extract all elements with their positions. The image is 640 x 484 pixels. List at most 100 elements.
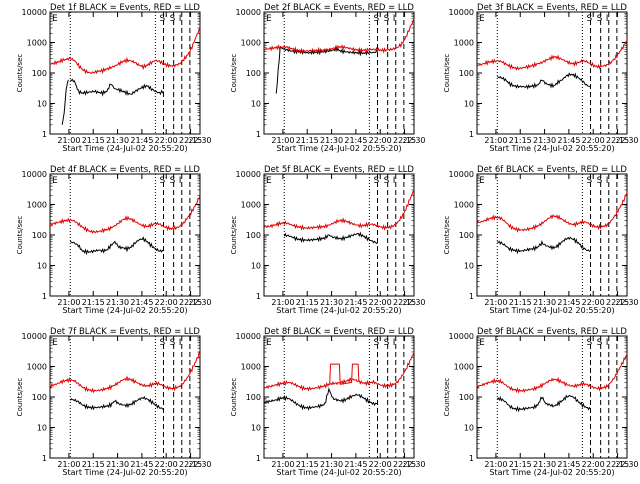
plot-title: Det 3f BLACK = Events, RED = LLD bbox=[477, 3, 627, 13]
x-tick-label: 22:30 bbox=[188, 298, 211, 307]
plot-title: Det 4f BLACK = Events, RED = LLD bbox=[50, 165, 200, 175]
flag-e: E bbox=[479, 338, 485, 348]
y-tick-label: 10000 bbox=[22, 8, 47, 17]
events-series-line bbox=[70, 78, 164, 97]
y-tick-label: 100 bbox=[459, 231, 474, 240]
plot-frame bbox=[49, 11, 201, 135]
events-series-line bbox=[69, 395, 164, 411]
flag-letter: S bbox=[384, 338, 390, 348]
y-tick-label: 100 bbox=[246, 69, 261, 78]
flag-letter: S bbox=[374, 338, 380, 348]
y-axis-label: Counts/sec bbox=[443, 378, 451, 417]
events-series-line bbox=[283, 231, 378, 245]
y-tick-label: 10000 bbox=[22, 332, 47, 341]
flag-letter: S bbox=[384, 176, 390, 186]
flag-letter: S bbox=[597, 176, 603, 186]
plot-frame bbox=[49, 335, 201, 459]
events-series-line bbox=[263, 387, 378, 411]
plot-title: Det 5f BLACK = Events, RED = LLD bbox=[264, 165, 414, 175]
flag-e: E bbox=[266, 176, 272, 186]
flag-letter: I bbox=[393, 14, 396, 24]
x-tick-label: 22:15 bbox=[179, 298, 202, 307]
y-tick-label: 10000 bbox=[449, 332, 474, 341]
lld-series-line bbox=[476, 192, 628, 233]
plot-panel-7: Det 7f BLACK = Events, RED = LLD 1 10 100 10… bbox=[16, 327, 212, 477]
plot-frame bbox=[49, 173, 201, 297]
flag-letter: S bbox=[374, 14, 380, 24]
x-tick-label: 21:15 bbox=[509, 460, 532, 469]
y-tick-label: 10 bbox=[37, 100, 47, 109]
flag-letter: S bbox=[170, 176, 176, 186]
plot-panel-1: Det 1f BLACK = Events, RED = LLD 1 10 100 10… bbox=[16, 3, 212, 153]
y-tick-label: 1 bbox=[42, 292, 47, 301]
y-tick-label: 10 bbox=[37, 424, 47, 433]
y-tick-label: 1 bbox=[256, 454, 261, 463]
flag-letter: S bbox=[597, 14, 603, 24]
x-tick-label: 21:30 bbox=[320, 460, 343, 469]
x-tick-label: 22:30 bbox=[402, 460, 425, 469]
plot-frame bbox=[263, 173, 415, 297]
x-axis-label: Start Time (24-Jul-02 20:55:20) bbox=[489, 306, 614, 315]
x-tick-label: 21:00 bbox=[271, 298, 294, 307]
flag-letter: S bbox=[587, 338, 593, 348]
y-axis-label: Counts/sec bbox=[230, 54, 238, 93]
y-tick-label: 1000 bbox=[241, 363, 261, 372]
x-tick-label: 21:00 bbox=[57, 298, 80, 307]
x-tick-label: 22:00 bbox=[582, 136, 605, 145]
x-tick-label: 22:15 bbox=[393, 136, 416, 145]
plot-title: Det 9f BLACK = Events, RED = LLD bbox=[477, 327, 627, 337]
x-axis-label: Start Time (24-Jul-02 20:55:20) bbox=[489, 468, 614, 477]
x-tick-label: 22:30 bbox=[402, 136, 425, 145]
x-tick-label: 21:45 bbox=[557, 298, 580, 307]
x-tick-label: 22:00 bbox=[155, 460, 178, 469]
x-tick-label: 21:45 bbox=[130, 298, 153, 307]
plot-panel-2: Det 2f BLACK = Events, RED = LLD 1 10 100 10… bbox=[230, 3, 426, 153]
x-tick-label: 21:00 bbox=[484, 136, 507, 145]
y-tick-label: 1000 bbox=[241, 39, 261, 48]
flag-letter: S bbox=[170, 338, 176, 348]
y-tick-label: 1000 bbox=[27, 39, 47, 48]
x-tick-label: 21:15 bbox=[296, 298, 319, 307]
x-axis-label: Start Time (24-Jul-02 20:55:20) bbox=[62, 306, 187, 315]
y-axis-label: Counts/sec bbox=[16, 378, 24, 417]
y-tick-label: 1 bbox=[469, 130, 474, 139]
x-tick-label: 22:15 bbox=[393, 298, 416, 307]
y-tick-label: 100 bbox=[32, 393, 47, 402]
y-tick-label: 1 bbox=[42, 130, 47, 139]
events-series-line bbox=[497, 236, 591, 255]
x-tick-label: 21:45 bbox=[557, 460, 580, 469]
flag-letter: I bbox=[179, 338, 182, 348]
lld-series-line bbox=[263, 18, 415, 54]
plot-panel-9: Det 9f BLACK = Events, RED = LLD 1 10 100 10… bbox=[443, 327, 639, 477]
flag-letter: S bbox=[160, 176, 166, 186]
x-tick-label: 21:30 bbox=[320, 298, 343, 307]
x-tick-label: 21:15 bbox=[296, 460, 319, 469]
flag-letter: S bbox=[160, 338, 166, 348]
x-tick-label: 21:45 bbox=[344, 298, 367, 307]
flag-letter: S bbox=[374, 176, 380, 186]
x-tick-label: 21:45 bbox=[344, 460, 367, 469]
x-tick-label: 21:15 bbox=[82, 136, 105, 145]
y-tick-label: 100 bbox=[459, 69, 474, 78]
x-tick-label: 21:45 bbox=[344, 136, 367, 145]
x-tick-label: 21:15 bbox=[509, 298, 532, 307]
flag-letter: I bbox=[606, 14, 609, 24]
plot-panel-4: Det 4f BLACK = Events, RED = LLD 1 10 100 10… bbox=[16, 165, 212, 315]
y-tick-label: 10000 bbox=[449, 170, 474, 179]
y-axis-label: Counts/sec bbox=[16, 54, 24, 93]
x-tick-label: 21:00 bbox=[57, 460, 80, 469]
lld-series-line bbox=[49, 195, 201, 235]
x-axis-label: Start Time (24-Jul-02 20:55:20) bbox=[276, 144, 401, 153]
lld-series-line bbox=[49, 27, 201, 75]
y-axis-label: Counts/sec bbox=[16, 216, 24, 255]
events-series-line bbox=[69, 236, 164, 256]
x-tick-label: 22:00 bbox=[369, 298, 392, 307]
flag-e: E bbox=[266, 14, 272, 24]
plot-panel-6: Det 6f BLACK = Events, RED = LLD 1 10 100 10… bbox=[443, 165, 639, 315]
x-axis-label: Start Time (24-Jul-02 20:55:20) bbox=[62, 468, 187, 477]
lld-series-line bbox=[49, 351, 201, 394]
flag-e: E bbox=[52, 176, 58, 186]
x-tick-label: 22:30 bbox=[615, 460, 638, 469]
y-tick-label: 10 bbox=[464, 262, 474, 271]
